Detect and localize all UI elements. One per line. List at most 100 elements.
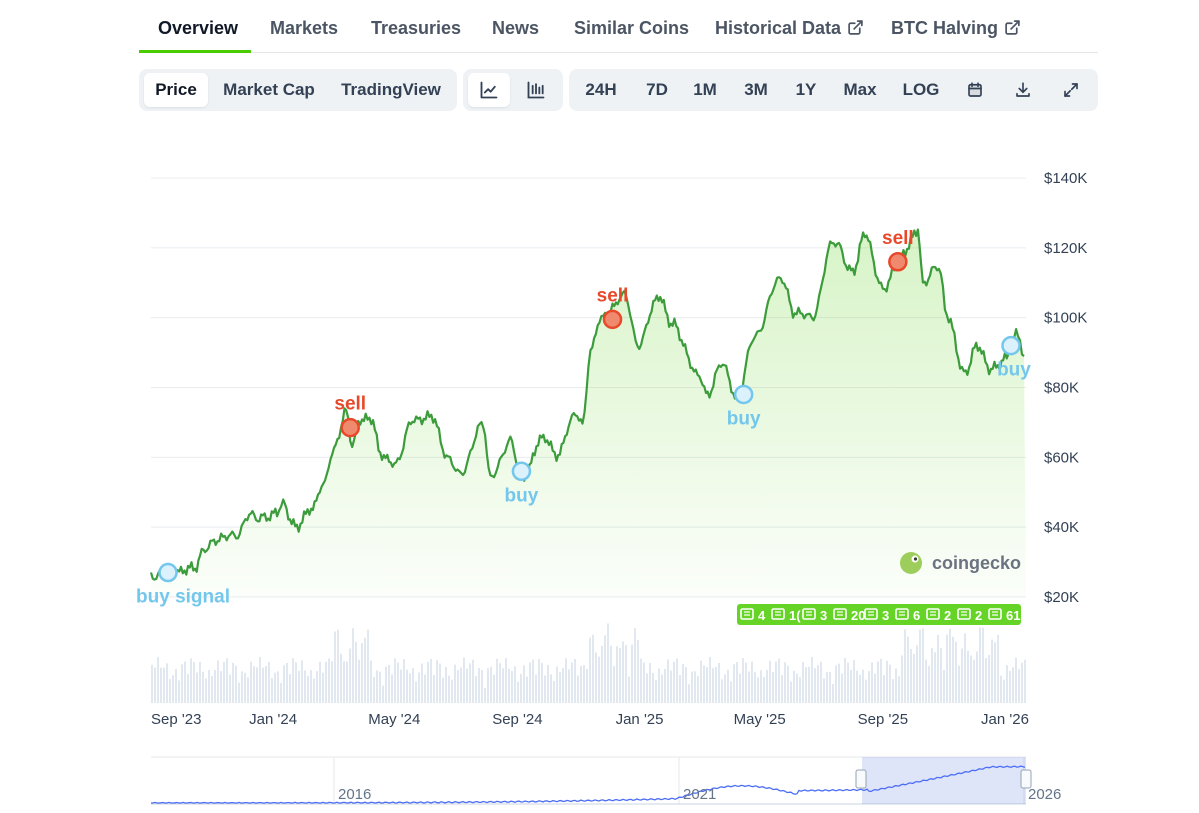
volume-bar	[889, 664, 891, 703]
log-scale-button[interactable]: LOG	[902, 80, 940, 99]
y-tick-label: $20K	[1044, 589, 1079, 606]
volume-bar	[553, 681, 555, 703]
news-badge-count: 4	[758, 608, 766, 623]
range-navigator[interactable]: 2016 2021 2026	[151, 756, 1061, 805]
range-1y-button[interactable]: 1Y	[795, 80, 817, 99]
volume-bar	[979, 627, 981, 703]
news-icon	[833, 608, 847, 620]
tab-overview[interactable]: Overview	[158, 18, 239, 38]
volume-bar	[616, 646, 618, 703]
navigator-label-2026: 2026	[1028, 786, 1061, 803]
volume-bar	[928, 665, 930, 703]
tab-btc-halving-label: BTC Halving	[891, 18, 999, 38]
volume-bar	[286, 663, 288, 703]
volume-bar	[523, 665, 525, 703]
volume-bar	[646, 673, 648, 703]
volume-bar	[307, 675, 309, 703]
y-tick-label: $60K	[1044, 449, 1079, 466]
volume-bar	[961, 648, 963, 703]
volume-bar	[991, 639, 993, 703]
volume-bar	[220, 671, 222, 703]
volume-bar	[535, 674, 537, 703]
volume-bar	[988, 654, 990, 703]
sell-signal-marker	[340, 417, 360, 438]
volume-bar	[394, 658, 396, 703]
volume-bar	[1018, 669, 1020, 703]
tab-treasuries[interactable]: Treasuries	[371, 18, 462, 38]
volume-bar	[490, 666, 492, 703]
volume-bar	[796, 673, 798, 703]
volume-bar	[817, 665, 819, 703]
navigator-right-handle[interactable]	[1020, 769, 1032, 789]
volume-bar	[676, 658, 678, 703]
volume-bar	[253, 666, 255, 703]
tab-btc-halving[interactable]: BTC Halving	[891, 18, 1021, 39]
date-range-button[interactable]	[957, 73, 993, 107]
range-7d-button[interactable]: 7D	[646, 80, 668, 99]
volume-bar	[364, 637, 366, 703]
market-cap-view-button[interactable]: Market Cap	[223, 80, 315, 99]
candlestick-chart-button[interactable]	[515, 73, 557, 107]
volume-bar	[196, 672, 198, 703]
buy-signal-marker	[158, 562, 178, 583]
volume-bar	[331, 661, 333, 703]
line-chart-button[interactable]	[468, 73, 510, 107]
volume-bar	[871, 662, 873, 703]
volume-bar	[850, 669, 852, 703]
volume-bar	[691, 671, 693, 703]
range-24h-button[interactable]: 24H	[585, 80, 617, 99]
volume-bar	[487, 668, 489, 703]
volume-bar	[973, 659, 975, 703]
volume-bar	[529, 662, 531, 703]
volume-bar	[352, 628, 354, 703]
volume-bar	[577, 675, 579, 703]
x-tick-label: May '24	[368, 711, 420, 728]
volume-bar	[424, 674, 426, 703]
volume-bar	[931, 648, 933, 703]
news-badge-count: 20	[851, 608, 865, 623]
fullscreen-button[interactable]	[1053, 73, 1089, 107]
tab-markets[interactable]: Markets	[270, 18, 339, 38]
navigator-label-2021: 2021	[683, 786, 716, 803]
price-view-button[interactable]: Price	[144, 73, 208, 107]
navigator-left-handle[interactable]	[855, 769, 867, 789]
navigator-selection[interactable]	[862, 757, 1026, 804]
range-1m-button[interactable]: 1M	[693, 80, 717, 99]
sell-signal-label: sell	[334, 394, 366, 415]
volume-bar	[289, 674, 291, 703]
volume-bar	[745, 662, 747, 703]
tradingview-view-button[interactable]: TradingView	[341, 80, 441, 99]
volume-bar	[526, 676, 528, 703]
range-3m-button[interactable]: 3M	[744, 80, 768, 99]
volume-bar	[598, 656, 600, 703]
news-badge-count: 3	[882, 608, 889, 623]
volume-bar	[865, 679, 867, 703]
volume-bar	[496, 658, 498, 703]
tab-similar-coins[interactable]: Similar Coins	[574, 18, 690, 38]
volume-bar	[862, 669, 864, 703]
external-link-icon	[848, 20, 863, 35]
volume-bar	[727, 669, 729, 703]
download-button[interactable]	[1005, 73, 1041, 107]
volume-bar	[412, 668, 414, 703]
volume-bar	[310, 670, 312, 703]
volume-bar	[187, 674, 189, 703]
volume-bar	[508, 668, 510, 703]
volume-bar	[619, 648, 621, 703]
volume-bar	[244, 672, 246, 703]
tab-historical-data[interactable]: Historical Data	[715, 18, 864, 39]
volume-bar	[256, 667, 258, 703]
range-max-button[interactable]: Max	[843, 80, 877, 99]
buy-signal-marker	[511, 461, 532, 482]
volume-bar	[247, 677, 249, 703]
tab-news[interactable]: News	[492, 18, 540, 38]
volume-bar	[769, 660, 771, 703]
volume-bar	[604, 635, 606, 703]
volume-bar	[379, 671, 381, 703]
volume-bar	[217, 660, 219, 703]
volume-bar	[670, 670, 672, 703]
volume-bar	[787, 665, 789, 703]
y-tick-label: $80K	[1044, 380, 1079, 397]
volume-bar	[376, 670, 378, 703]
